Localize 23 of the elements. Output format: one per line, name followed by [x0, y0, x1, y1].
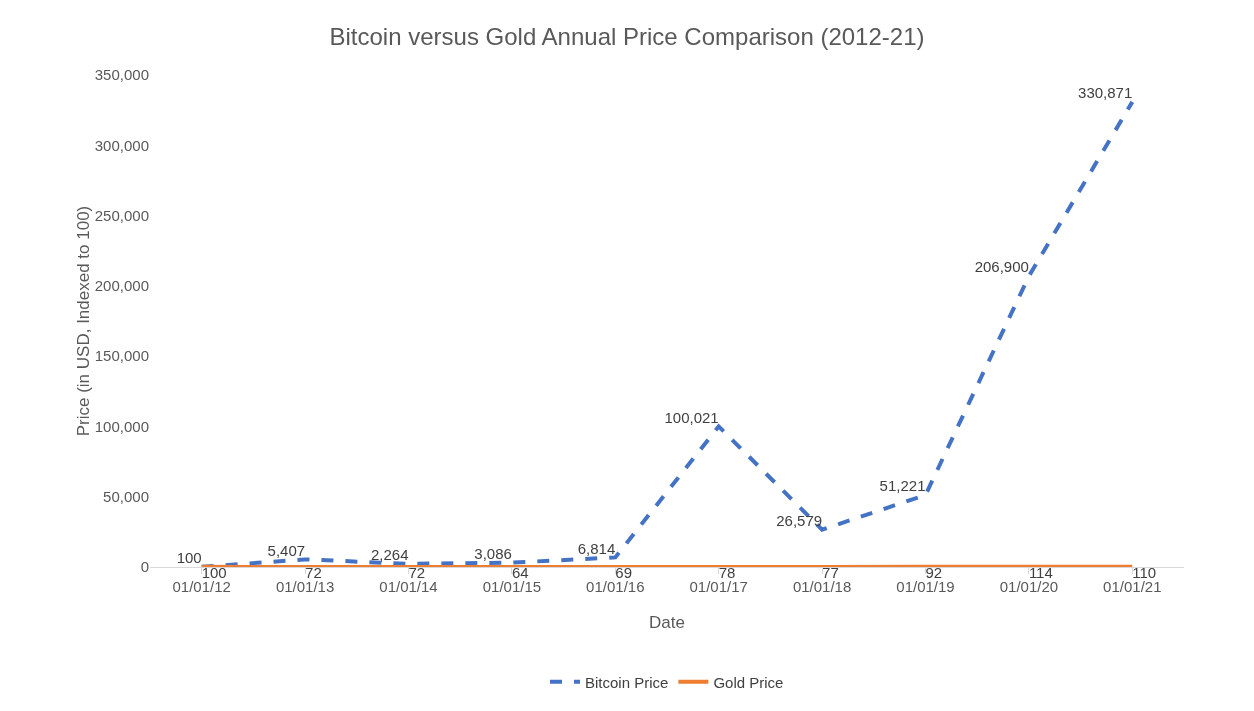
- y-tick-label: 250,000: [94, 206, 149, 224]
- data-label: 100: [176, 549, 202, 567]
- data-label: 330,871: [1078, 84, 1133, 102]
- data-label: 6,814: [577, 539, 616, 557]
- legend-label: Gold Price: [713, 673, 784, 691]
- y-tick-label: 300,000: [94, 136, 149, 154]
- data-label: 26,579: [776, 511, 823, 529]
- data-label: 5,407: [267, 541, 306, 559]
- data-label: 100,021: [664, 408, 719, 426]
- y-tick-label: 200,000: [94, 277, 149, 295]
- y-tick-label: 50,000: [103, 487, 149, 505]
- y-tick-label: 0: [140, 558, 149, 576]
- chart-title: Bitcoin versus Gold Annual Price Comparison (2012-21): [329, 23, 925, 51]
- y-tick-label: 350,000: [94, 66, 149, 84]
- data-label: 206,900: [974, 258, 1029, 276]
- legend-label: Bitcoin Price: [585, 673, 669, 691]
- y-axis-title: Price (in USD, Indexed to 100): [73, 205, 93, 437]
- y-tick-label: 150,000: [94, 347, 149, 365]
- y-tick-label: 100,000: [94, 417, 149, 435]
- data-label: 51,221: [879, 477, 926, 495]
- data-label: 3,086: [474, 544, 512, 562]
- data-label: 2,264: [370, 546, 409, 564]
- x-axis-title: Date: [649, 613, 685, 632]
